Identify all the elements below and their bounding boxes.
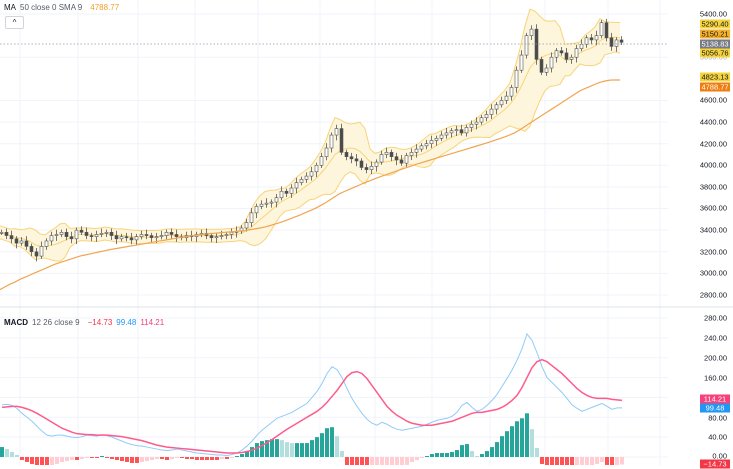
price-axis-tick: 3200.00 — [699, 247, 727, 257]
macd-lines — [1, 332, 623, 457]
ma50-price-tag: 4788.77 — [700, 82, 730, 92]
macd-axis-tick: 160.00 — [704, 373, 727, 383]
chevron-up-icon: ^ — [12, 17, 17, 27]
price-axis-tick: 4400.00 — [699, 117, 727, 127]
macd-line-value: 99.48 — [116, 318, 137, 327]
macd-axis-tick: 200.00 — [704, 353, 727, 363]
last-price-tag: 5138.83 — [700, 39, 730, 49]
collapse-legend-button[interactable]: ^ — [5, 16, 24, 29]
price-axis-tick: 5400.00 — [699, 9, 727, 19]
ma-legend-params: 50 close 0 SMA 9 — [20, 3, 83, 12]
bb-basis-price-tag: 5150.21 — [700, 29, 730, 39]
ma-band-price-tag: 4823.13 — [700, 72, 730, 82]
ma50-line — [0, 79, 621, 291]
macd-signal-value: 114.21 — [140, 318, 165, 327]
macd-axis-tick: 0.00 — [712, 451, 727, 461]
bb-lower-price-tag: 5056.76 — [700, 48, 730, 58]
macd-histogram-tag: −14.73 — [700, 459, 730, 469]
macd-axis-tick: 80.00 — [708, 413, 727, 423]
macd-axis-tick: 240.00 — [704, 333, 727, 343]
price-axis-tick: 4600.00 — [699, 95, 727, 105]
macd-histogram-value: −14.73 — [87, 318, 113, 327]
macd-histogram — [0, 413, 624, 465]
macd-axis-tick: 280.00 — [704, 313, 727, 323]
price-axis-tick: 4000.00 — [699, 160, 727, 170]
macd-axis-tick: 40.00 — [708, 432, 727, 442]
macd-legend[interactable]: MACD 12 26 close 9 −14.73 99.48 114.21 — [4, 318, 164, 327]
ma-legend-name: MA — [4, 3, 16, 12]
price-axis-tick: 4200.00 — [699, 139, 727, 149]
price-axis-tick: 2800.00 — [699, 290, 727, 300]
bollinger-envelope — [0, 8, 621, 262]
price-axis-tick: 3400.00 — [699, 225, 727, 235]
ma-legend-value: 4788.77 — [90, 3, 120, 12]
price-axis-tick: 3000.00 — [699, 268, 727, 278]
macd-legend-name: MACD — [4, 318, 28, 327]
macd-line-tag: 99.48 — [700, 403, 730, 413]
macd-signal-tag: 114.21 — [700, 394, 730, 404]
bb-upper-price-tag: 5290.40 — [700, 19, 730, 29]
ma-legend[interactable]: MA 50 close 0 SMA 9 4788.77 — [4, 3, 119, 12]
price-axis-tick: 3800.00 — [699, 182, 727, 192]
macd-legend-params: 12 26 close 9 — [32, 318, 80, 327]
price-axis-tick: 3600.00 — [699, 203, 727, 213]
